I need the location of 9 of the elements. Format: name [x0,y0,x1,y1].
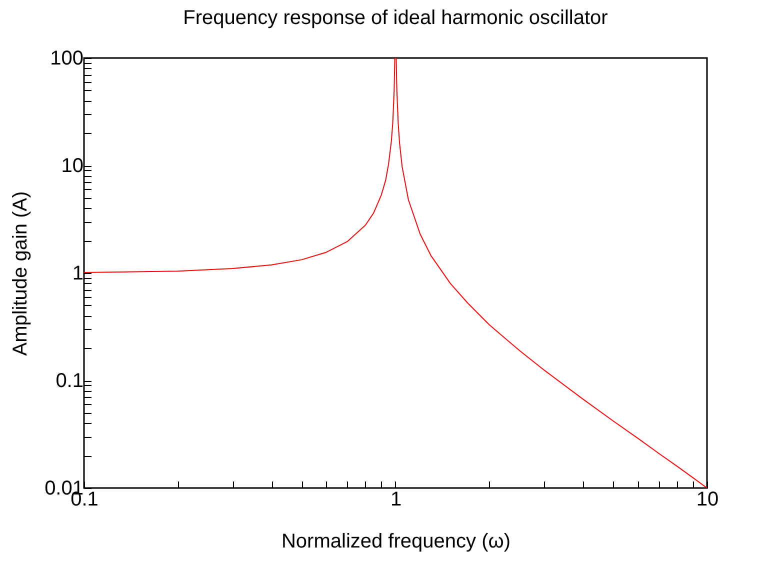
y-tick-label: 0.1 [56,370,84,392]
x-axis-title: Normalized frequency (ω) [281,530,511,552]
chart-title: Frequency response of ideal harmonic oscillator [183,7,608,29]
y-axis-title: Amplitude gain (A) [10,191,32,356]
y-tick-label: 1 [72,262,84,284]
y-tick-label: 100 [50,48,84,70]
x-tick-label: 1 [390,488,402,510]
y-tick-label: 10 [61,155,84,177]
x-tick-label: 10 [696,488,719,510]
